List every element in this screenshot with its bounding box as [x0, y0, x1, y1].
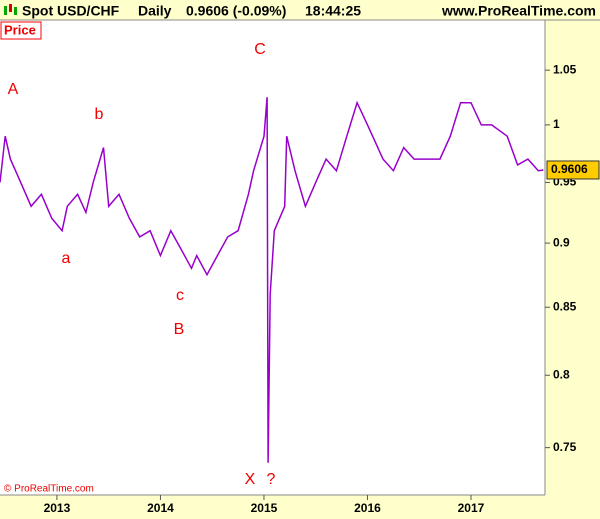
price-line [0, 97, 544, 463]
wave-label: c [176, 287, 184, 304]
quote: 0.9606 (-0.09%) [186, 3, 286, 19]
price-tag: 0.9606 [551, 162, 588, 176]
wave-label: C [254, 41, 266, 58]
price-tag-box [546, 160, 600, 180]
x-tick-label: 2017 [458, 501, 485, 515]
x-tick-label: 2013 [44, 501, 71, 515]
wave-label: X [245, 471, 256, 488]
app-icon [4, 4, 17, 15]
panel-label-box [0, 21, 42, 40]
wave-label: A [8, 81, 19, 98]
y-tick-label: 0.85 [553, 299, 577, 313]
x-tick-label: 2014 [147, 501, 174, 515]
y-tick-label: 0.9 [553, 235, 570, 249]
site: www.ProRealTime.com [441, 3, 596, 19]
wave-label: B [174, 321, 185, 338]
symbol: Spot USD/CHF [22, 3, 120, 19]
period: Daily [138, 3, 172, 19]
copyright: © ProRealTime.com [4, 484, 94, 495]
wave-label: ? [267, 471, 276, 488]
y-tick-label: 1 [553, 117, 560, 131]
y-tick-label: 1.05 [553, 62, 577, 76]
x-tick-label: 2015 [251, 501, 278, 515]
y-tick-label: 0.8 [553, 367, 570, 381]
time: 18:44:25 [305, 3, 361, 19]
wave-label: a [62, 250, 71, 267]
panel-label: Price [4, 22, 36, 37]
x-tick-label: 2016 [354, 501, 381, 515]
y-tick-label: 0.75 [553, 440, 577, 454]
wave-label: b [95, 106, 104, 123]
